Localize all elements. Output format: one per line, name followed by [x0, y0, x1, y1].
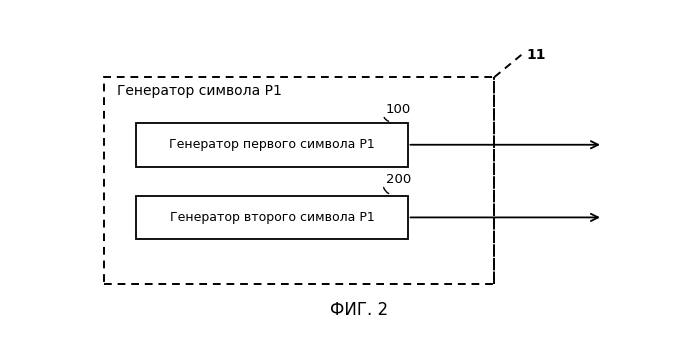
Text: ФИГ. 2: ФИГ. 2	[330, 302, 388, 319]
Text: Генератор первого символа P1: Генератор первого символа P1	[169, 138, 374, 151]
Bar	[104, 77, 494, 284]
Text: 200: 200	[386, 173, 411, 185]
Text: 11: 11	[527, 48, 547, 62]
Text: Генератор второго символа P1: Генератор второго символа P1	[169, 211, 374, 224]
Bar	[136, 196, 407, 239]
Text: 100: 100	[386, 103, 411, 116]
Bar	[136, 123, 407, 167]
Text: Генератор символа P1: Генератор символа P1	[118, 84, 282, 98]
